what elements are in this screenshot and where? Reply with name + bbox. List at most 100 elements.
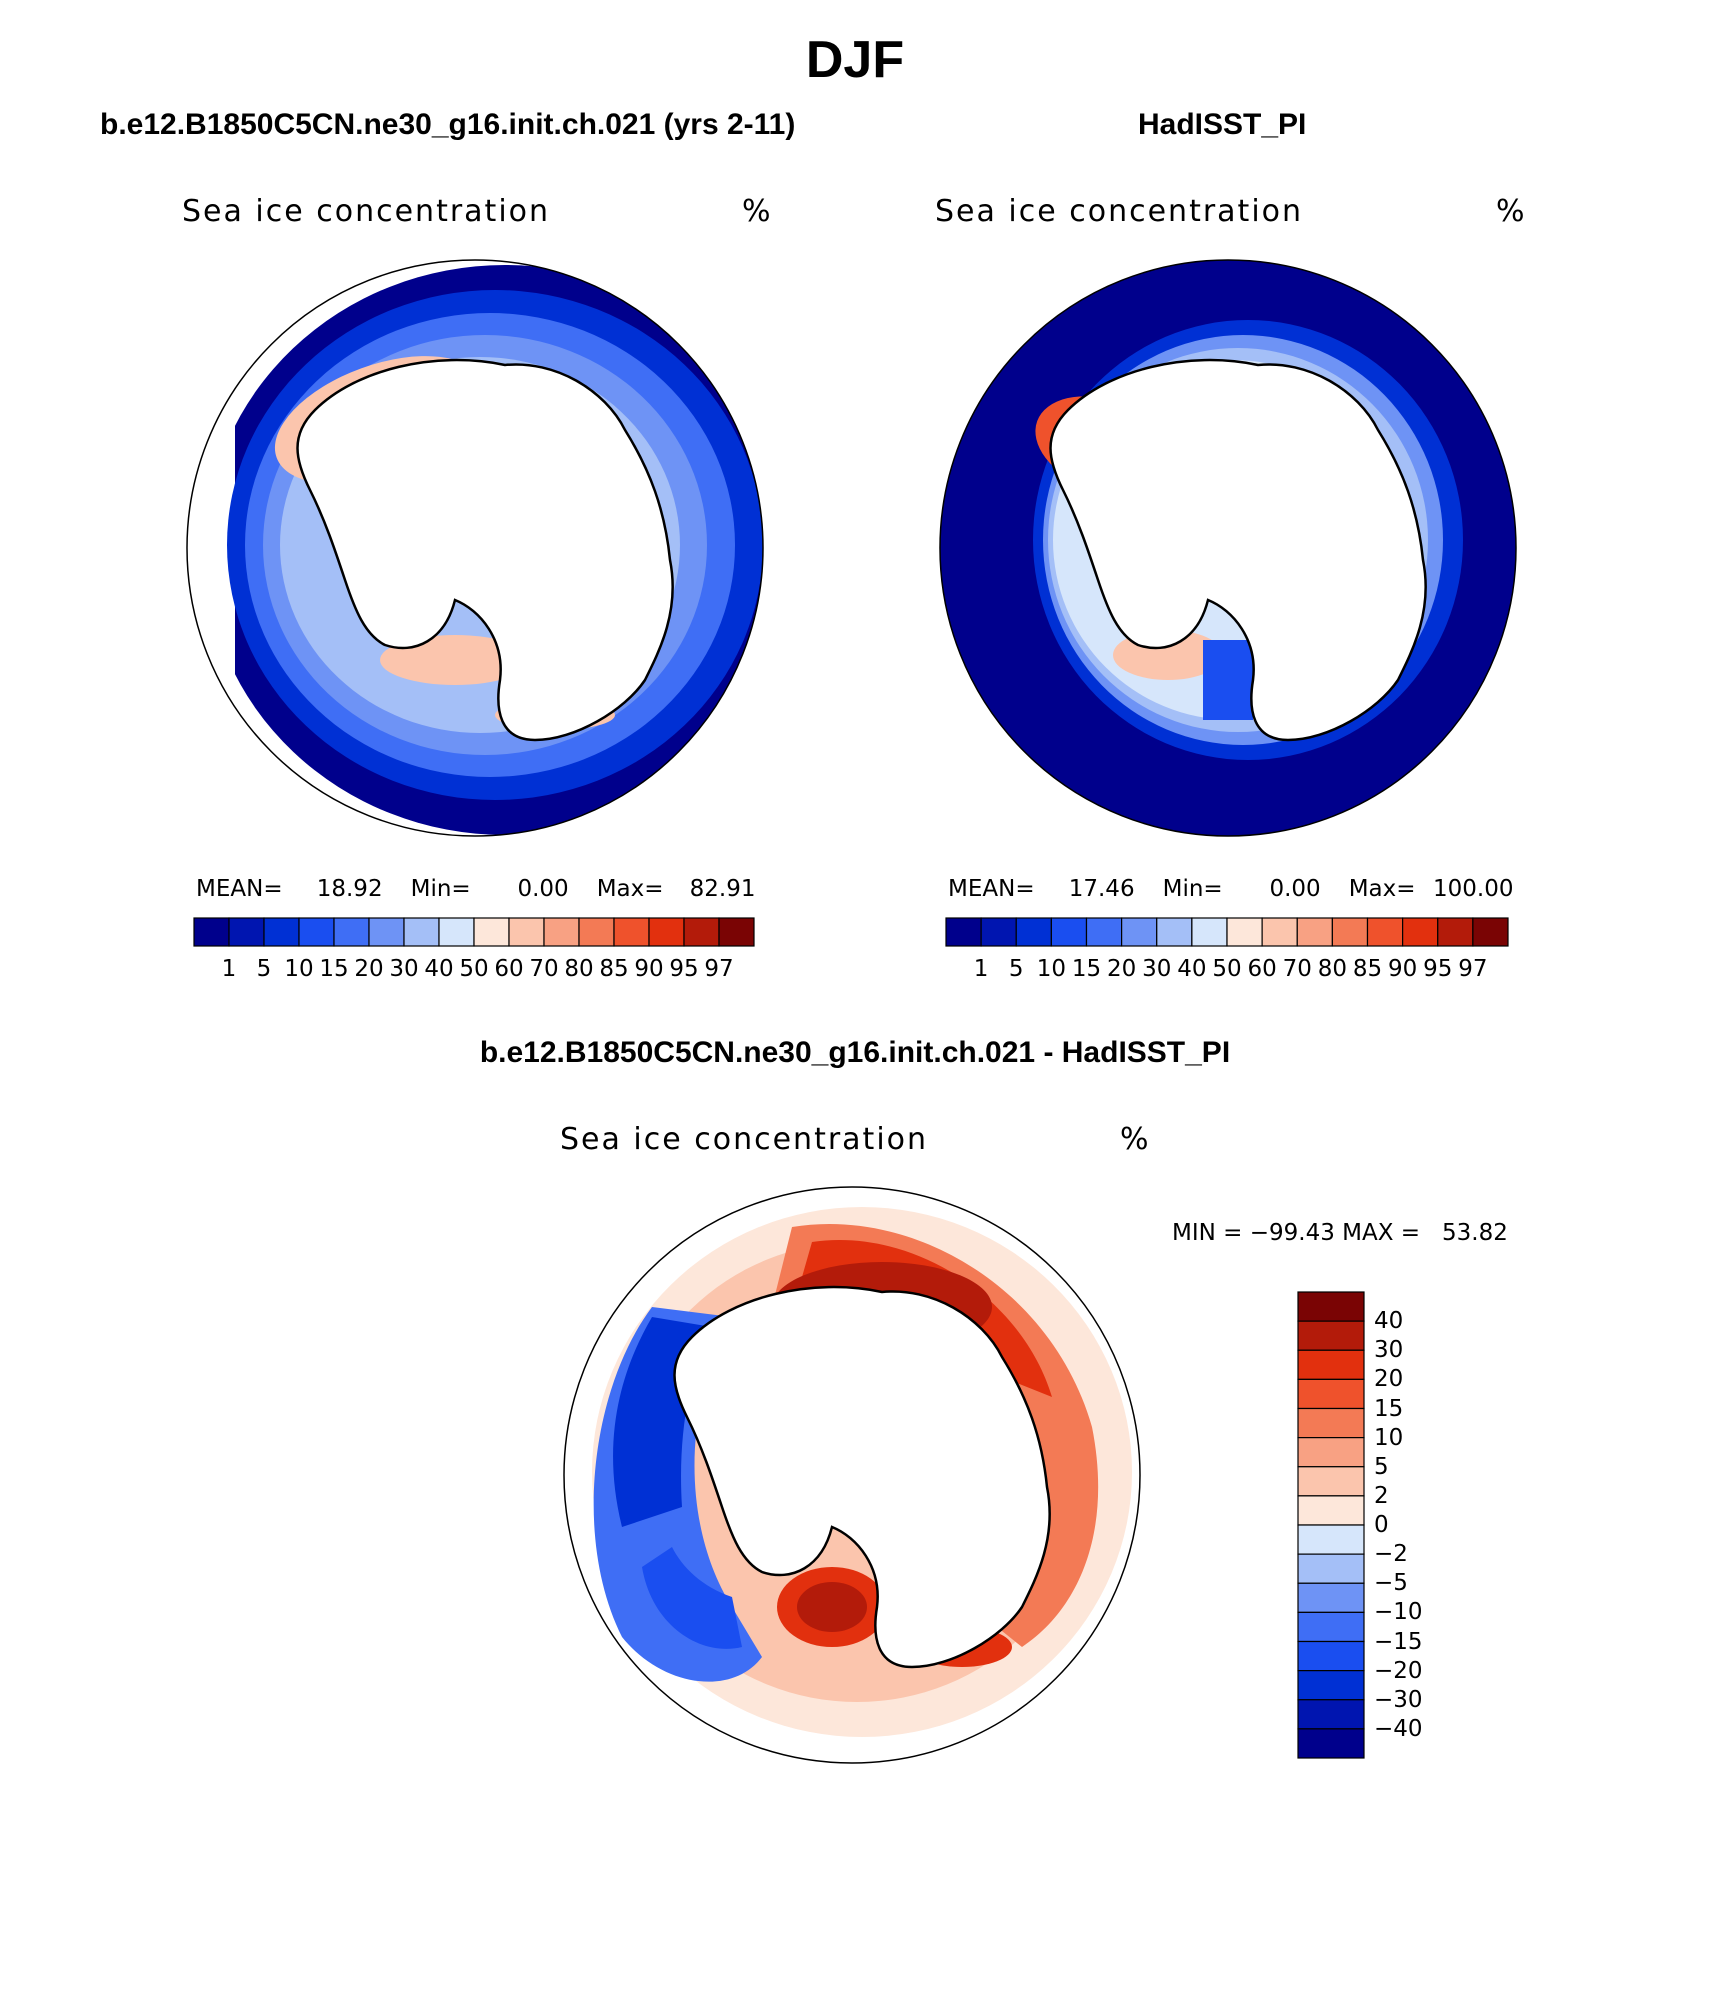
left-colorbar-box — [543, 917, 580, 947]
left-colorbar — [193, 917, 755, 947]
right-colorbar-box — [1050, 917, 1088, 947]
diff-colorbar-tick: 30 — [1374, 1337, 1404, 1364]
left-colorbar-box — [508, 917, 545, 947]
left-colorbar-box — [298, 917, 335, 947]
right-variable-label: Sea ice concentration — [935, 194, 1304, 229]
right-colorbar-box — [1437, 917, 1474, 947]
diff-colorbar-box — [1297, 1407, 1365, 1439]
right-colorbar-tick: 50 — [1212, 956, 1242, 982]
left-colorbar-box — [613, 917, 650, 947]
right-colorbar-box — [1296, 917, 1333, 947]
right-max-value: 100.00 — [1433, 876, 1514, 902]
left-colorbar-tick: 40 — [424, 956, 454, 982]
right-colorbar-tick: 15 — [1071, 956, 1102, 982]
left-max-value: 82.91 — [689, 876, 756, 902]
right-mean-label: MEAN= — [948, 876, 1035, 902]
right-map — [939, 259, 1517, 837]
diff-colorbar-box — [1297, 1699, 1365, 1730]
left-colorbar-tick: 97 — [704, 956, 734, 982]
right-colorbar-box — [1085, 917, 1123, 947]
diff-units-label: % — [1120, 1122, 1149, 1157]
left-min-label: Min= — [410, 876, 471, 902]
diff-colorbar-tick: 10 — [1374, 1424, 1404, 1451]
left-colorbar-box — [228, 917, 265, 947]
right-colorbar-box — [1226, 917, 1263, 947]
right-min-label: Min= — [1162, 876, 1223, 902]
diff-map — [563, 1186, 1141, 1764]
left-colorbar-box — [473, 917, 510, 947]
left-colorbar-tick: 1 — [221, 956, 237, 982]
left-colorbar-tick: 30 — [389, 956, 419, 982]
right-colorbar-box — [1191, 917, 1228, 947]
diff-colorbar-box — [1297, 1437, 1365, 1468]
diff-colorbar — [1297, 1291, 1365, 1759]
left-colorbar-box — [683, 917, 720, 947]
right-colorbar-tick: 20 — [1106, 956, 1137, 982]
left-colorbar-box — [333, 917, 370, 947]
diff-variable-label: Sea ice concentration — [560, 1122, 929, 1157]
right-colorbar — [945, 917, 1509, 947]
diff-colorbar-tick: −2 — [1374, 1541, 1408, 1568]
left-colorbar-tick: 20 — [354, 956, 384, 982]
diff-colorbar-box — [1297, 1349, 1365, 1380]
diff-minmax: MIN = −99.43 MAX = 53.82 — [1172, 1220, 1508, 1246]
diff-colorbar-box — [1297, 1466, 1365, 1497]
diff-colorbar-tick: 0 — [1374, 1512, 1389, 1538]
diff-colorbar-tick: −10 — [1374, 1599, 1423, 1626]
right-colorbar-tick: 5 — [1008, 956, 1024, 982]
diff-colorbar-box — [1297, 1728, 1365, 1759]
left-colorbar-tick: 5 — [256, 956, 272, 982]
right-max-label: Max= — [1348, 876, 1416, 902]
left-colorbar-box — [263, 917, 300, 947]
right-stats: MEAN= 17.46 Min= 0.00 Max= 100.00 — [948, 876, 1514, 902]
left-colorbar-tick: 95 — [669, 956, 699, 982]
left-colorbar-box — [193, 917, 230, 947]
right-colorbar-box — [1156, 917, 1193, 947]
right-colorbar-box — [1121, 917, 1158, 947]
figure-title: DJF — [805, 31, 905, 89]
right-colorbar-tick: 60 — [1247, 956, 1277, 982]
left-colorbar-box — [403, 917, 440, 947]
right-colorbar-tick: 97 — [1458, 956, 1488, 982]
left-colorbar-box — [438, 917, 475, 947]
right-colorbar-box — [1015, 917, 1052, 947]
right-colorbar-box — [1261, 917, 1298, 947]
right-colorbar-box — [1331, 917, 1369, 947]
right-colorbar-tick: 90 — [1387, 956, 1418, 982]
right-colorbar-ticks: 1 5 10 15 20 30 40 50 60 70 80 85 90 95 97 — [0, 956, 1710, 986]
left-mean-value: 18.92 — [316, 876, 383, 902]
left-min-value: 0.00 — [517, 876, 569, 902]
diff-colorbar-tick: −5 — [1374, 1570, 1408, 1597]
right-colorbar-box — [945, 917, 982, 947]
diff-colorbar-box — [1297, 1524, 1365, 1555]
left-colorbar-tick: 90 — [634, 956, 664, 982]
diff-colorbar-box — [1297, 1640, 1365, 1672]
diff-colorbar-tick: −20 — [1374, 1657, 1423, 1684]
right-colorbar-box — [980, 917, 1017, 947]
diff-colorbar-box — [1297, 1611, 1365, 1643]
right-colorbar-tick: 85 — [1352, 956, 1383, 982]
right-min-value: 0.00 — [1269, 876, 1321, 902]
left-colorbar-tick: 80 — [564, 956, 594, 982]
left-colorbar-tick: 10 — [284, 956, 314, 982]
right-colorbar-tick: 30 — [1142, 956, 1172, 982]
right-colorbar-tick: 80 — [1317, 956, 1348, 982]
diff-colorbar-tick: 5 — [1374, 1453, 1389, 1480]
left-max-label: Max= — [596, 876, 664, 902]
diff-colorbar-tick: −15 — [1374, 1628, 1423, 1655]
diff-colorbar-box — [1297, 1670, 1365, 1701]
diff-colorbar-tick: 20 — [1374, 1366, 1404, 1393]
left-colorbar-tick: 70 — [529, 956, 559, 982]
left-colorbar-tick: 50 — [459, 956, 489, 982]
left-colorbar-tick: 15 — [319, 956, 349, 982]
right-case-title: HadISST_PI — [1138, 108, 1307, 141]
left-map — [186, 259, 764, 837]
left-mean-label: MEAN= — [196, 876, 283, 902]
diff-colorbar-tick: 2 — [1374, 1482, 1389, 1509]
diff-colorbar-box — [1297, 1553, 1365, 1584]
diff-colorbar-tick: 15 — [1374, 1395, 1404, 1422]
left-colorbar-tick: 85 — [599, 956, 629, 982]
left-colorbar-box — [648, 917, 685, 947]
right-colorbar-box — [1472, 917, 1509, 947]
